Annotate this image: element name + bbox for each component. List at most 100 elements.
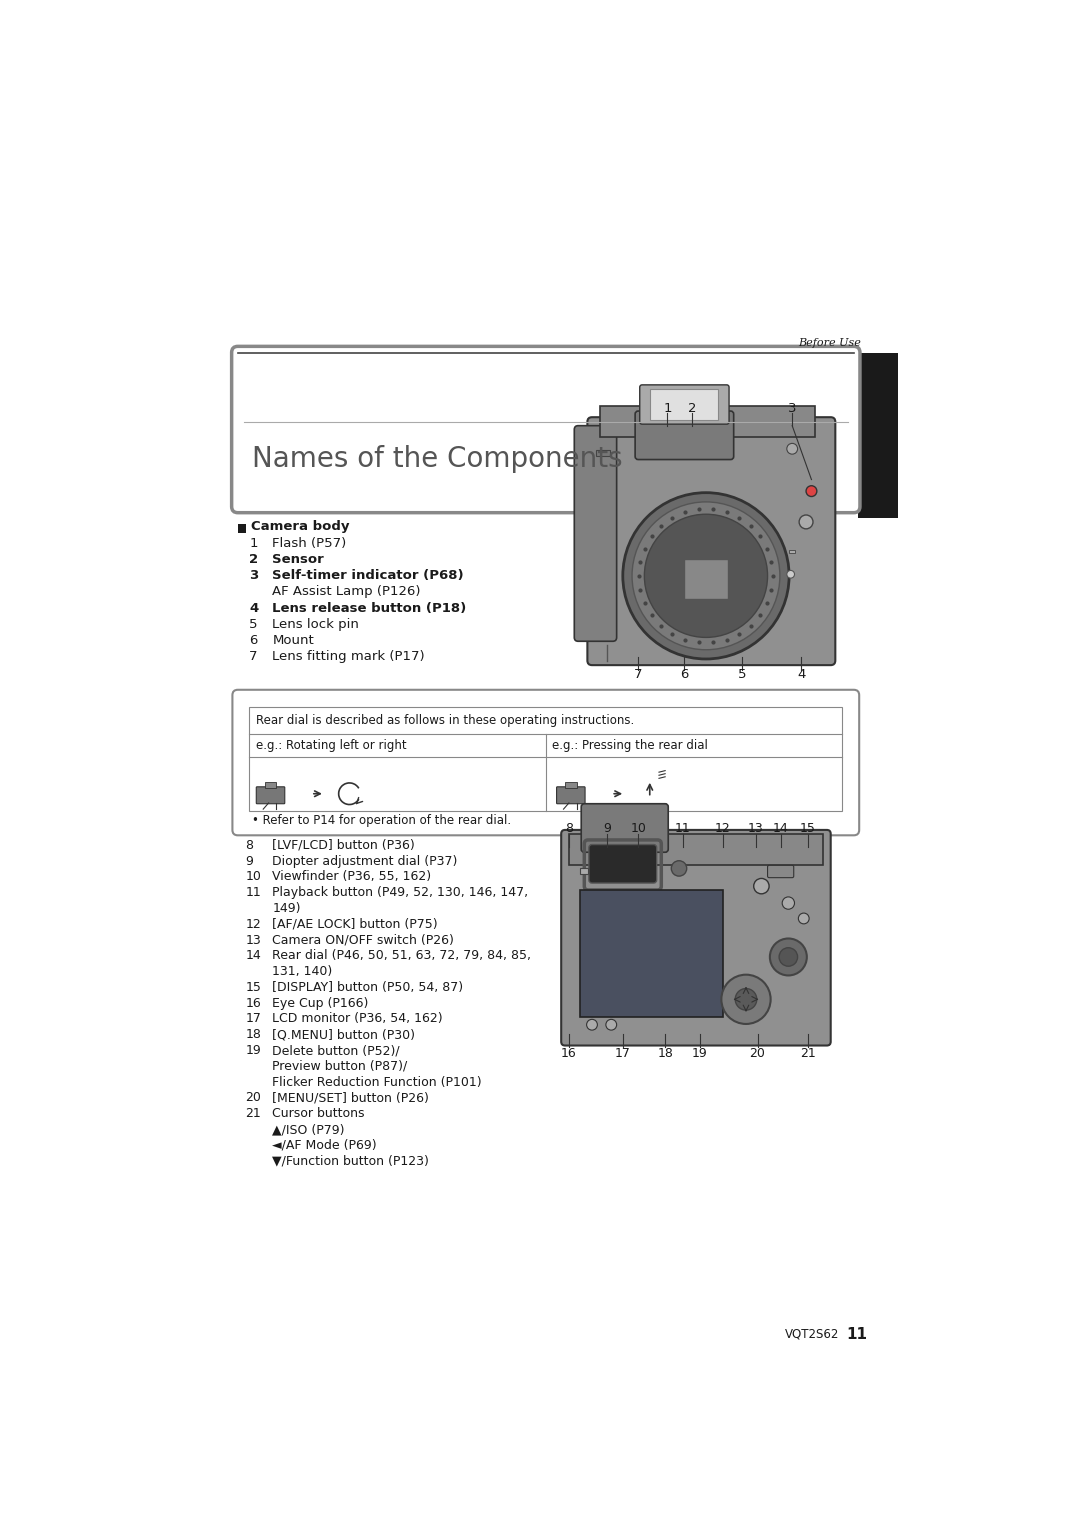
Text: 131, 140): 131, 140) [272, 964, 333, 978]
FancyBboxPatch shape [231, 346, 860, 513]
Circle shape [782, 897, 795, 909]
Text: LCD monitor (P36, 54, 162): LCD monitor (P36, 54, 162) [272, 1012, 443, 1025]
Text: Viewfinder (P36, 55, 162): Viewfinder (P36, 55, 162) [272, 870, 432, 884]
Text: 17: 17 [245, 1012, 261, 1025]
Circle shape [672, 861, 687, 876]
Text: Lens lock pin: Lens lock pin [272, 618, 360, 630]
Text: Delete button (P52)/: Delete button (P52)/ [272, 1044, 400, 1058]
Circle shape [721, 975, 771, 1024]
Circle shape [806, 485, 816, 496]
Text: 5: 5 [738, 668, 746, 681]
Bar [789, 549, 795, 552]
Bar [569, 833, 823, 865]
Text: 17: 17 [615, 1047, 631, 1059]
Bar [249, 707, 842, 810]
Text: 4: 4 [797, 668, 806, 681]
Text: 4: 4 [249, 601, 258, 615]
FancyBboxPatch shape [232, 690, 860, 835]
Text: 14: 14 [773, 823, 788, 835]
Bar [596, 450, 610, 456]
FancyBboxPatch shape [556, 787, 585, 804]
Text: 15: 15 [245, 981, 261, 993]
Text: 11: 11 [675, 823, 691, 835]
Text: Cursor buttons: Cursor buttons [272, 1108, 365, 1120]
Text: [LVF/LCD] button (P36): [LVF/LCD] button (P36) [272, 839, 415, 852]
Bar [580, 890, 723, 1016]
Text: Camera body: Camera body [251, 520, 350, 533]
Text: e.g.: Rotating left or right: e.g.: Rotating left or right [256, 740, 406, 752]
Text: VQT2S62: VQT2S62 [784, 1328, 839, 1341]
Text: 20: 20 [245, 1091, 261, 1105]
Text: [DISPLAY] button (P50, 54, 87): [DISPLAY] button (P50, 54, 87) [272, 981, 463, 993]
Circle shape [787, 571, 795, 578]
Text: Flash (P57): Flash (P57) [272, 537, 347, 549]
Text: 18: 18 [658, 1047, 673, 1059]
Text: 12: 12 [715, 823, 731, 835]
Text: 10: 10 [631, 823, 646, 835]
Text: 9: 9 [245, 855, 254, 868]
Circle shape [754, 879, 769, 894]
Text: 3: 3 [788, 403, 796, 415]
FancyBboxPatch shape [256, 787, 285, 804]
Text: Playback button (P49, 52, 130, 146, 147,: Playback button (P49, 52, 130, 146, 147, [272, 887, 528, 899]
Text: 16: 16 [245, 996, 261, 1010]
Circle shape [787, 444, 798, 455]
Text: [Q.MENU] button (P30): [Q.MENU] button (P30) [272, 1029, 416, 1041]
Text: 1: 1 [249, 537, 258, 549]
Text: 5: 5 [249, 618, 258, 630]
Circle shape [770, 938, 807, 975]
Text: 13: 13 [748, 823, 764, 835]
Text: Before Use: Before Use [798, 339, 861, 348]
Bar [650, 389, 717, 420]
Circle shape [632, 502, 780, 650]
Text: AF Assist Lamp (P126): AF Assist Lamp (P126) [272, 586, 421, 598]
Circle shape [645, 514, 768, 638]
Bar [565, 783, 577, 787]
Text: Rear dial (P46, 50, 51, 63, 72, 79, 84, 85,: Rear dial (P46, 50, 51, 63, 72, 79, 84, … [272, 949, 531, 963]
Text: ▼/Function button (P123): ▼/Function button (P123) [272, 1155, 430, 1167]
Circle shape [586, 1019, 597, 1030]
Bar [858, 353, 897, 517]
Text: Mount: Mount [272, 633, 314, 647]
Text: Preview button (P87)/: Preview button (P87)/ [272, 1061, 407, 1073]
Text: 19: 19 [245, 1044, 261, 1058]
FancyBboxPatch shape [768, 865, 794, 877]
Text: 14: 14 [245, 949, 261, 963]
Circle shape [798, 913, 809, 923]
Text: 2: 2 [688, 403, 697, 415]
Text: 16: 16 [561, 1047, 577, 1059]
Text: 11: 11 [245, 887, 261, 899]
Circle shape [606, 1019, 617, 1030]
Text: Flicker Reduction Function (P101): Flicker Reduction Function (P101) [272, 1076, 482, 1088]
Text: 21: 21 [799, 1047, 815, 1059]
Text: 19: 19 [692, 1047, 707, 1059]
Text: Sensor: Sensor [272, 552, 324, 566]
Text: e.g.: Pressing the rear dial: e.g.: Pressing the rear dial [552, 740, 707, 752]
Text: 20: 20 [750, 1047, 766, 1059]
Text: 6: 6 [680, 668, 689, 681]
Text: 15: 15 [799, 823, 815, 835]
Text: Names of the Components: Names of the Components [252, 444, 622, 473]
Text: Lens fitting mark (P17): Lens fitting mark (P17) [272, 650, 426, 664]
Circle shape [623, 493, 789, 659]
Text: Diopter adjustment dial (P37): Diopter adjustment dial (P37) [272, 855, 458, 868]
Text: Camera ON/OFF switch (P26): Camera ON/OFF switch (P26) [272, 934, 455, 946]
Bar [238, 525, 246, 533]
Bar [265, 783, 276, 787]
Text: [AF/AE LOCK] button (P75): [AF/AE LOCK] button (P75) [272, 917, 438, 931]
Text: 2: 2 [249, 552, 258, 566]
Text: 7: 7 [249, 650, 258, 664]
Text: 12: 12 [245, 917, 261, 931]
Circle shape [799, 514, 813, 530]
FancyBboxPatch shape [581, 804, 669, 852]
Text: Lens release button (P18): Lens release button (P18) [272, 601, 467, 615]
Text: 11: 11 [846, 1326, 867, 1341]
Text: Rear dial is described as follows in these operating instructions.: Rear dial is described as follows in the… [256, 714, 634, 726]
FancyBboxPatch shape [575, 426, 617, 641]
FancyBboxPatch shape [562, 830, 831, 1045]
Text: 9: 9 [604, 823, 611, 835]
Text: ▲/ISO (P79): ▲/ISO (P79) [272, 1123, 345, 1135]
Text: 1: 1 [663, 403, 672, 415]
Bar [580, 868, 589, 874]
FancyBboxPatch shape [588, 417, 835, 665]
